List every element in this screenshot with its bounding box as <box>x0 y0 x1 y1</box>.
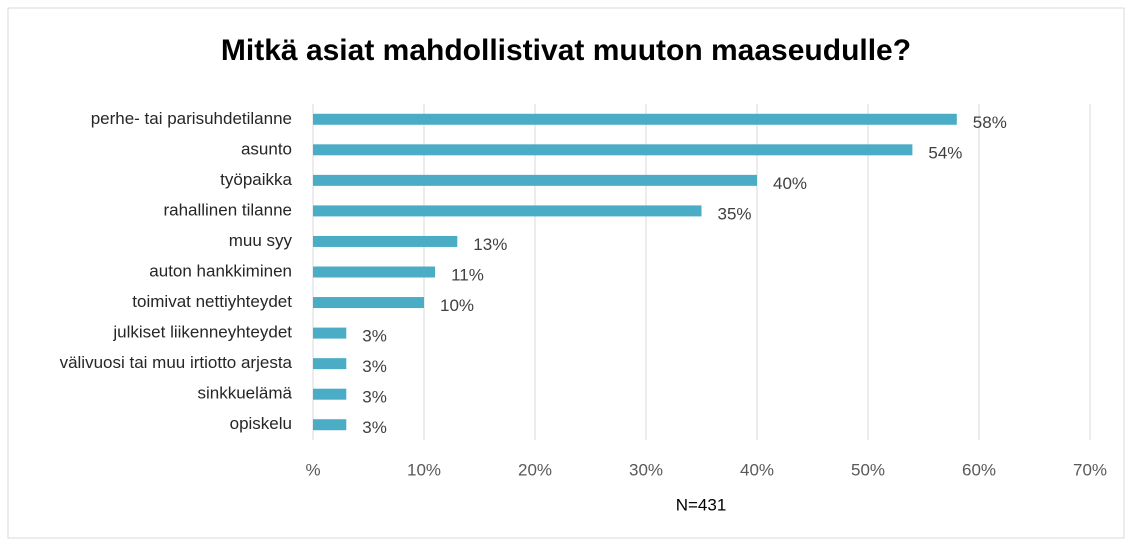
data-label: 13% <box>473 235 507 254</box>
bar <box>313 235 458 247</box>
data-label: 3% <box>362 327 387 346</box>
y-tick-label: muu syy <box>229 231 293 250</box>
bar <box>313 297 424 309</box>
y-tick-label: työpaikka <box>220 170 292 189</box>
x-tick-label: 10% <box>407 460 441 479</box>
x-axis-label: N=431 <box>676 495 727 514</box>
bar <box>313 113 957 125</box>
y-tick-label: välivuosi tai muu irtiotto arjesta <box>60 353 293 372</box>
data-label: 35% <box>718 204 752 223</box>
bar <box>313 174 757 186</box>
data-label: 3% <box>362 388 387 407</box>
bar <box>313 388 347 400</box>
bar <box>313 358 347 370</box>
y-tick-label: asunto <box>241 139 292 158</box>
bar <box>313 144 913 156</box>
x-tick-label: 20% <box>518 460 552 479</box>
y-tick-label: rahallinen tilanne <box>163 200 292 219</box>
y-tick-label: perhe- tai parisuhdetilanne <box>91 109 292 128</box>
chart-title: Mitkä asiat mahdollistivat muuton maaseu… <box>221 34 911 67</box>
chart-border <box>7 7 1125 539</box>
x-tick-label: 70% <box>1073 460 1107 479</box>
x-tick-label: 60% <box>962 460 996 479</box>
y-tick-label: auton hankkiminen <box>149 261 292 280</box>
y-tick-label: julkiset liikenneyhteydet <box>112 323 292 342</box>
data-label: 58% <box>973 113 1007 132</box>
data-label: 54% <box>928 143 962 162</box>
bar <box>313 419 347 431</box>
data-label: 3% <box>362 357 387 376</box>
data-label: 10% <box>440 296 474 315</box>
x-tick-label: 30% <box>629 460 663 479</box>
y-tick-label: toimivat nettiyhteydet <box>132 292 292 311</box>
data-label: 3% <box>362 418 387 437</box>
data-label: 40% <box>773 174 807 193</box>
x-tick-label: 40% <box>740 460 774 479</box>
x-tick-label: % <box>305 460 320 479</box>
bar <box>313 327 347 339</box>
bar <box>313 266 436 278</box>
data-label: 11% <box>451 265 484 284</box>
y-tick-label: opiskelu <box>230 414 292 433</box>
y-tick-label: sinkkuelämä <box>198 384 293 403</box>
bar <box>313 205 702 217</box>
x-tick-label: 50% <box>851 460 885 479</box>
